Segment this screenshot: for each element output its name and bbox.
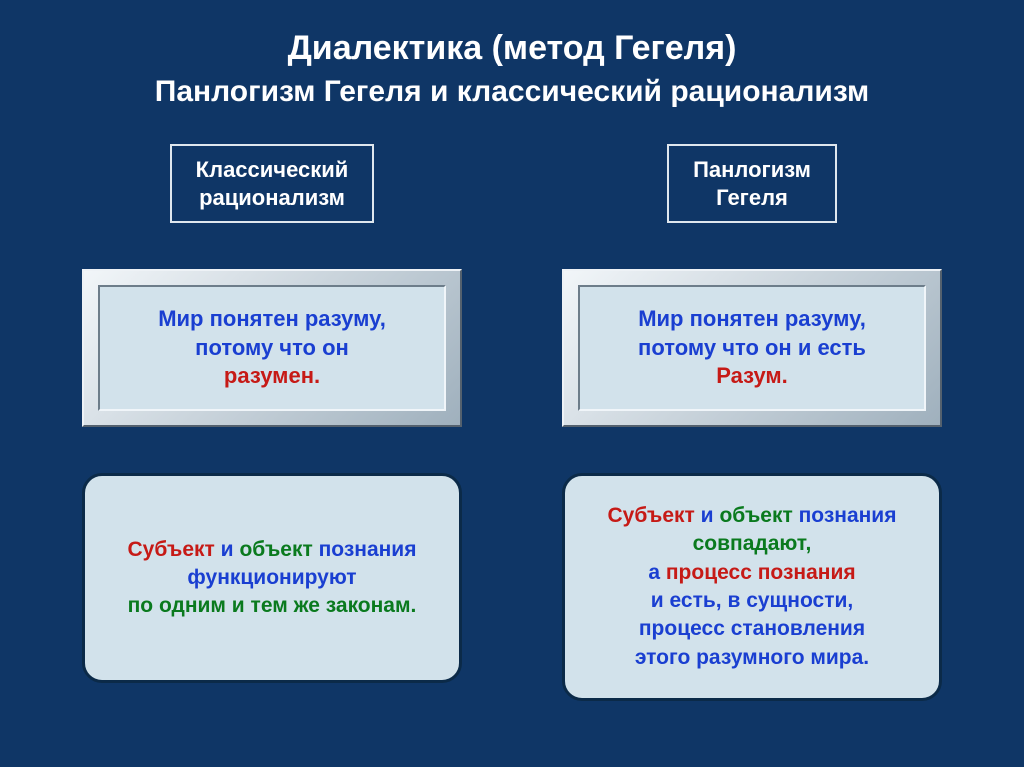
right-box1-p3: Разум. bbox=[716, 363, 788, 388]
left-thesis-box: Мир понятен разуму, потому что он разуме… bbox=[82, 269, 462, 427]
left-box2-p3: объект bbox=[239, 538, 312, 561]
right-box1-p2: потому что он и есть bbox=[638, 335, 866, 360]
right-box2-p1: Субъект bbox=[608, 504, 695, 527]
left-box2-p2: и bbox=[215, 538, 240, 561]
left-box2-p5: функционируют bbox=[187, 566, 356, 589]
slide-title: Диалектика (метод Гегеля) Панлогизм Геге… bbox=[155, 28, 869, 110]
right-box2-p6: а bbox=[648, 561, 666, 584]
left-conclusion-box: Субъект и объект познания функционируют … bbox=[82, 473, 462, 683]
right-box2-p8: и есть, в сущности, bbox=[651, 589, 853, 612]
right-thesis-box: Мир понятен разуму, потому что он и есть… bbox=[562, 269, 942, 427]
title-line-1: Диалектика (метод Гегеля) bbox=[155, 28, 869, 69]
right-box2-p3: объект bbox=[719, 504, 792, 527]
left-header-box: Классический рационализм bbox=[170, 144, 375, 223]
title-line-2: Панлогизм Гегеля и классический рационал… bbox=[155, 73, 869, 111]
left-box1-p1: Мир понятен разуму, bbox=[158, 306, 386, 331]
left-box1-p2: потому что он bbox=[195, 335, 349, 360]
right-box2-p7: процесс познания bbox=[666, 561, 856, 584]
left-box2-p4: познания bbox=[313, 538, 417, 561]
right-box2-content: Субъект и объект познания совпадают, а п… bbox=[608, 502, 897, 672]
left-box2-p1: Субъект bbox=[128, 538, 215, 561]
left-box2-p6: по одним и тем же законам. bbox=[128, 594, 417, 617]
right-header-box: Панлогизм Гегеля bbox=[667, 144, 837, 223]
left-header-l2: рационализм bbox=[199, 185, 345, 210]
right-box2-p4: познания bbox=[793, 504, 897, 527]
right-header-l2: Гегеля bbox=[716, 185, 788, 210]
left-box2-content: Субъект и объект познания функционируют … bbox=[128, 536, 417, 621]
right-box1-p1: Мир понятен разуму, bbox=[638, 306, 866, 331]
columns-container: Классический рационализм Мир понятен раз… bbox=[0, 144, 1024, 701]
column-left: Классический рационализм Мир понятен раз… bbox=[72, 144, 472, 701]
right-box2-p9: процесс становления bbox=[639, 617, 865, 640]
right-conclusion-box: Субъект и объект познания совпадают, а п… bbox=[562, 473, 942, 701]
right-box2-p2: и bbox=[695, 504, 720, 527]
right-thesis-inner: Мир понятен разуму, потому что он и есть… bbox=[578, 285, 926, 411]
left-thesis-inner: Мир понятен разуму, потому что он разуме… bbox=[98, 285, 446, 411]
right-box2-p5: совпадают, bbox=[693, 532, 812, 555]
left-header-l1: Классический bbox=[196, 157, 349, 182]
right-box2-p10: этого разумного мира. bbox=[635, 646, 869, 669]
right-header-l1: Панлогизм bbox=[693, 157, 811, 182]
left-box1-p3: разумен. bbox=[224, 363, 320, 388]
column-right: Панлогизм Гегеля Мир понятен разуму, пот… bbox=[552, 144, 952, 701]
